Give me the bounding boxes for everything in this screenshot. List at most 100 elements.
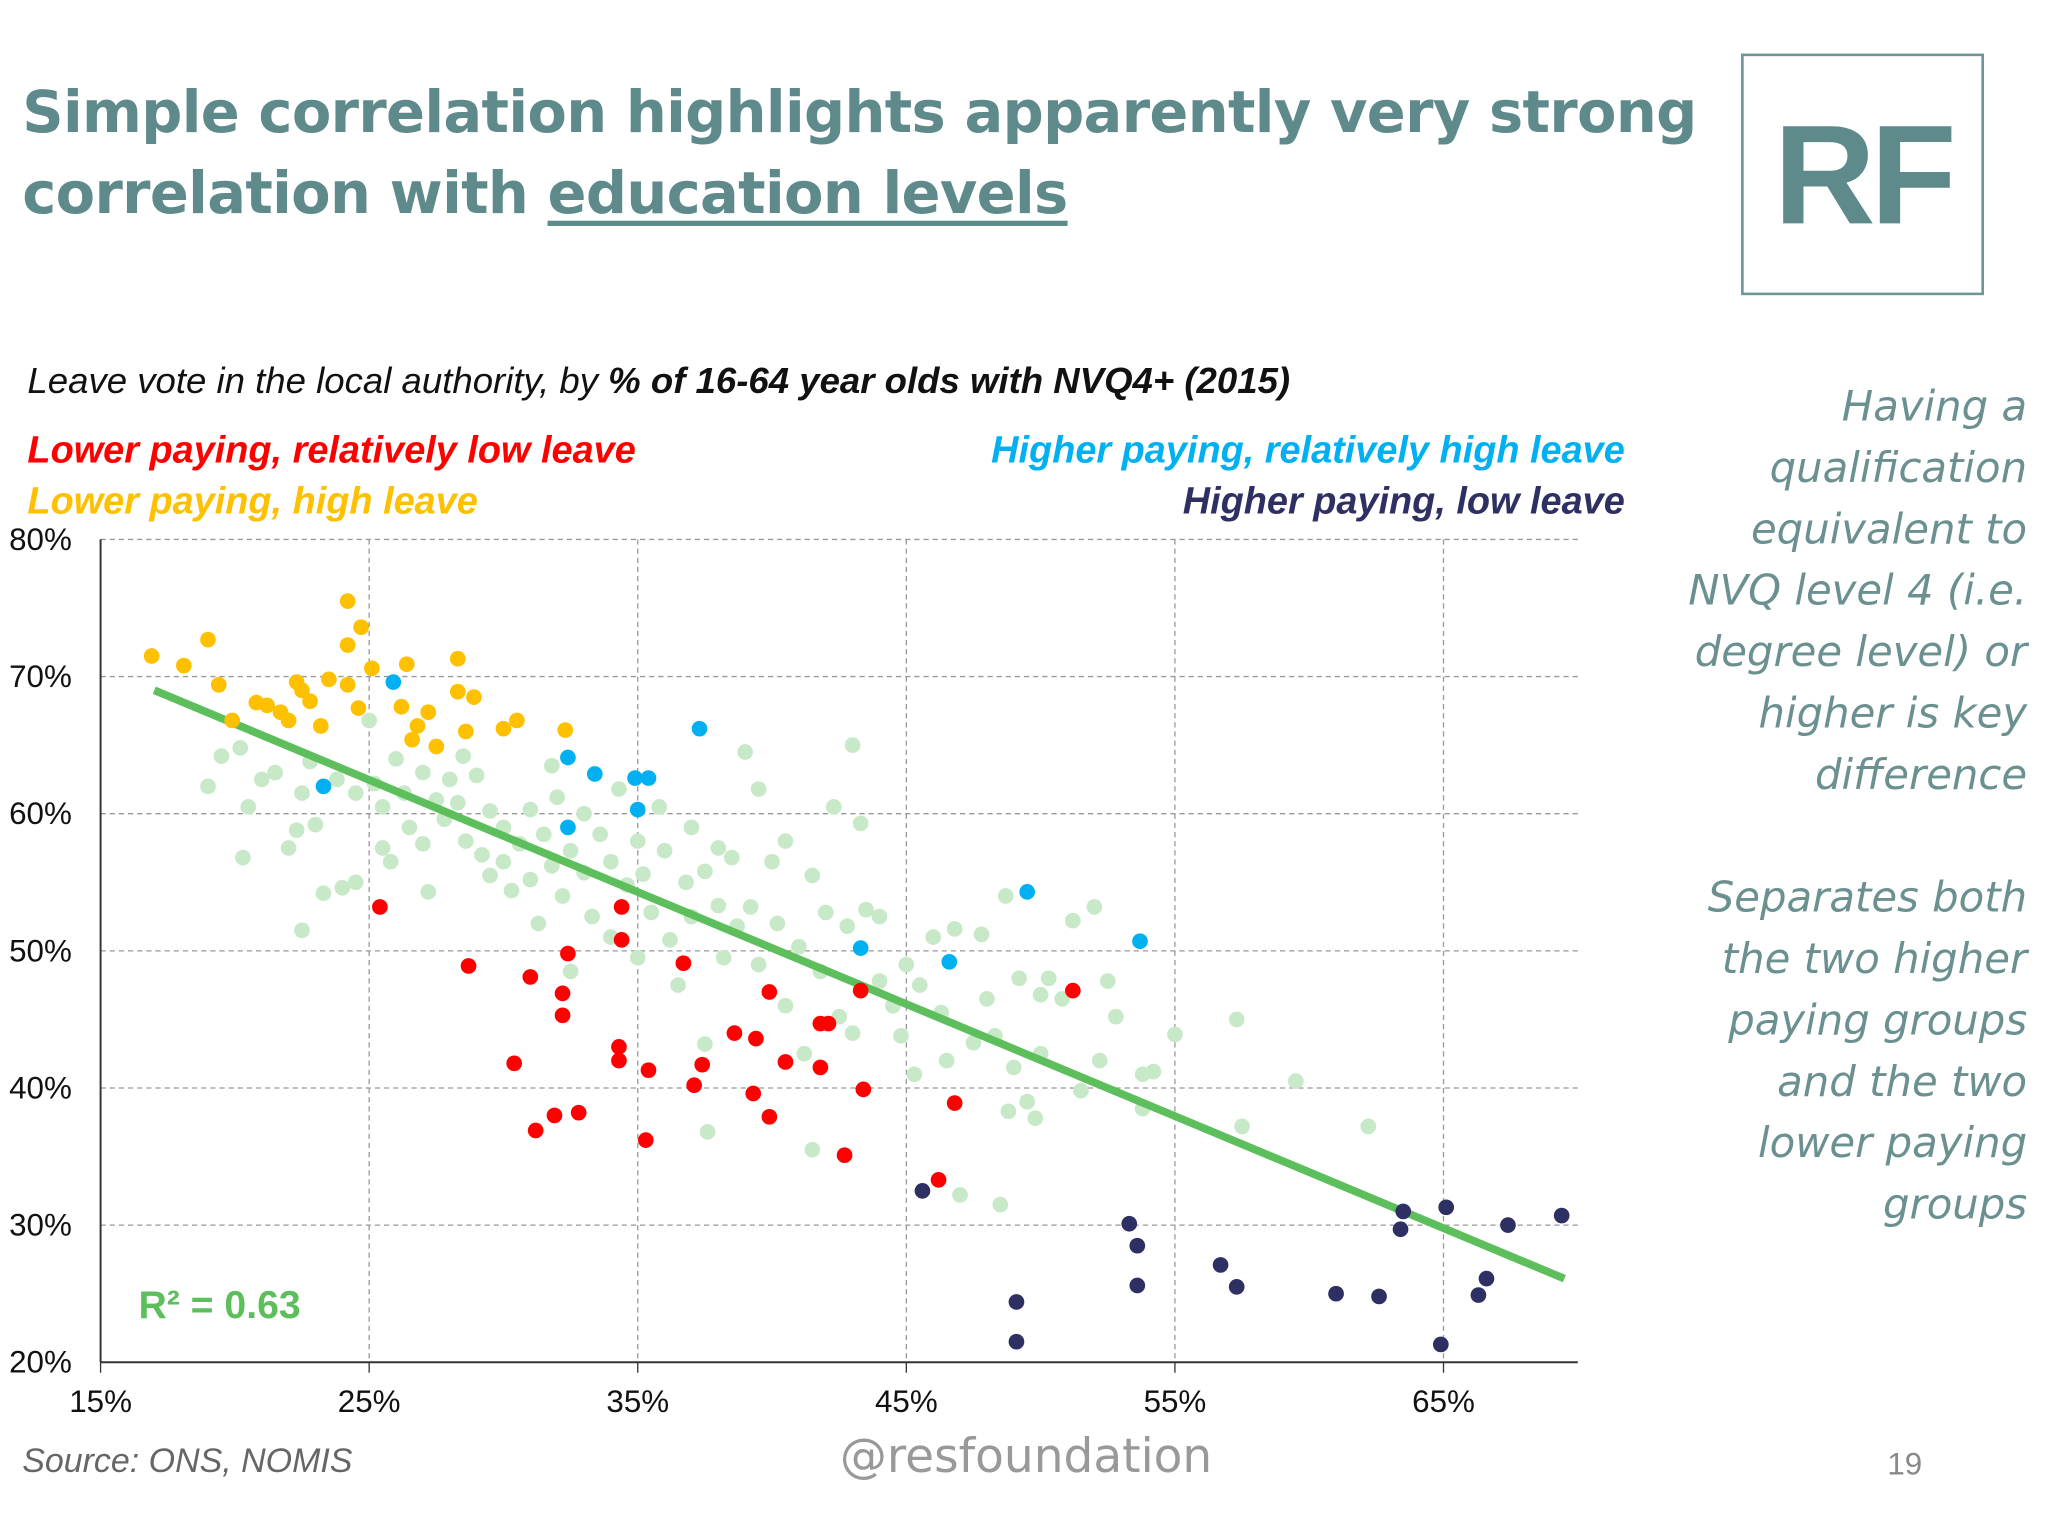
point-other — [764, 853, 780, 870]
point-other — [592, 826, 608, 843]
point-lower-paying-low-leave — [613, 899, 630, 915]
point-lower-paying-low-leave — [694, 1056, 711, 1073]
side-note-line: higher is key — [1758, 688, 2028, 738]
point-other — [482, 803, 498, 819]
point-higher-paying-low-leave — [1432, 1336, 1449, 1353]
point-lower-paying-low-leave — [748, 1030, 764, 1047]
point-other — [844, 1025, 861, 1041]
point-lower-paying-low-leave — [777, 1054, 794, 1070]
point-other — [294, 922, 310, 939]
side-note-line: NVQ level 4 (i.e. — [1688, 565, 2028, 616]
side-note-line: paying groups — [1728, 995, 2028, 1045]
point-other — [294, 785, 310, 801]
point-lower-paying-high-leave — [557, 722, 574, 738]
point-higher-paying-high-leave — [852, 940, 869, 956]
y-tick-label: 70% — [9, 659, 72, 694]
point-other — [852, 815, 869, 832]
point-other — [710, 840, 727, 856]
point-other — [415, 764, 431, 781]
point-lower-paying-high-leave — [280, 712, 297, 729]
point-other — [1234, 1118, 1250, 1135]
point-lower-paying-low-leave — [506, 1055, 523, 1072]
x-tick-label: 15% — [69, 1384, 132, 1419]
education-levels-link[interactable]: education levels — [547, 160, 1069, 228]
point-lower-paying-low-leave — [1065, 982, 1081, 999]
point-lower-paying-high-leave — [224, 712, 241, 729]
point-other — [1000, 1103, 1017, 1120]
point-other — [562, 842, 579, 859]
point-other — [750, 781, 767, 797]
point-lower-paying-low-leave — [930, 1172, 947, 1188]
y-tick-label: 50% — [9, 933, 72, 968]
side-note-line: groups — [1883, 1179, 2028, 1230]
point-other — [651, 799, 668, 815]
point-other — [474, 847, 490, 863]
point-lower-paying-low-leave — [613, 932, 630, 948]
point-other — [825, 799, 842, 815]
point-other — [1086, 899, 1103, 915]
point-lower-paying-low-leave — [675, 955, 692, 972]
point-other — [1228, 1011, 1245, 1028]
point-other — [777, 997, 794, 1014]
point-other — [925, 929, 942, 945]
point-other — [503, 882, 520, 899]
point-other — [535, 826, 552, 843]
point-other — [871, 973, 888, 989]
point-higher-paying-high-leave — [315, 778, 332, 795]
point-higher-paying-high-leave — [1132, 933, 1148, 950]
point-other — [817, 904, 834, 921]
side-note-line: Separates both — [1707, 872, 2028, 923]
point-other — [200, 778, 216, 795]
point-other — [906, 1066, 923, 1083]
point-other — [374, 799, 391, 815]
point-higher-paying-low-leave — [1212, 1257, 1229, 1273]
point-other — [629, 833, 646, 849]
point-other — [697, 1036, 713, 1052]
side-note-line: qualification — [1769, 442, 2028, 493]
point-higher-paying-low-leave — [1438, 1199, 1455, 1216]
point-other — [871, 908, 888, 925]
point-lower-paying-high-leave — [339, 637, 356, 653]
point-higher-paying-low-leave — [1553, 1207, 1570, 1224]
point-higher-paying-low-leave — [1395, 1203, 1412, 1220]
x-tick-label: 55% — [1144, 1384, 1207, 1419]
point-other — [635, 866, 651, 882]
y-tick-label: 40% — [9, 1070, 72, 1105]
point-lower-paying-low-leave — [372, 899, 388, 915]
point-other — [844, 737, 861, 753]
point-other — [1005, 1059, 1022, 1076]
point-other — [213, 748, 230, 764]
point-lower-paying-low-leave — [836, 1147, 853, 1164]
point-other — [723, 849, 740, 866]
point-higher-paying-high-leave — [560, 819, 576, 836]
point-other — [737, 744, 754, 760]
y-tick-label: 20% — [9, 1345, 72, 1380]
side-note-2: Separates both the two higher paying group… — [1635, 867, 2027, 1235]
side-note-line: degree level) or — [1694, 626, 2028, 677]
point-other — [420, 884, 437, 900]
x-tick-label: 25% — [338, 1384, 401, 1419]
point-lower-paying-low-leave — [946, 1095, 963, 1111]
point-lower-paying-low-leave — [570, 1104, 587, 1121]
point-other — [1065, 912, 1081, 929]
point-other — [584, 908, 600, 925]
point-higher-paying-low-leave — [1392, 1221, 1409, 1238]
title-line-1: Simple correlation highlights apparently… — [22, 79, 1697, 147]
point-other — [382, 853, 399, 870]
point-other — [742, 899, 759, 915]
point-other — [629, 949, 646, 966]
point-lower-paying-low-leave — [527, 1122, 544, 1139]
point-lower-paying-high-leave — [210, 676, 227, 693]
page-number: 19 — [1887, 1447, 1923, 1483]
point-lower-paying-low-leave — [855, 1081, 872, 1098]
point-other — [893, 1028, 909, 1044]
chart-title: Leave vote in the local authority, by % … — [27, 360, 1290, 402]
point-other — [777, 833, 794, 849]
point-lower-paying-high-leave — [321, 671, 337, 688]
point-lower-paying-high-leave — [294, 682, 310, 699]
point-other — [449, 794, 466, 811]
point-other — [482, 867, 498, 884]
point-lower-paying-low-leave — [761, 1108, 778, 1125]
point-other — [997, 888, 1014, 904]
